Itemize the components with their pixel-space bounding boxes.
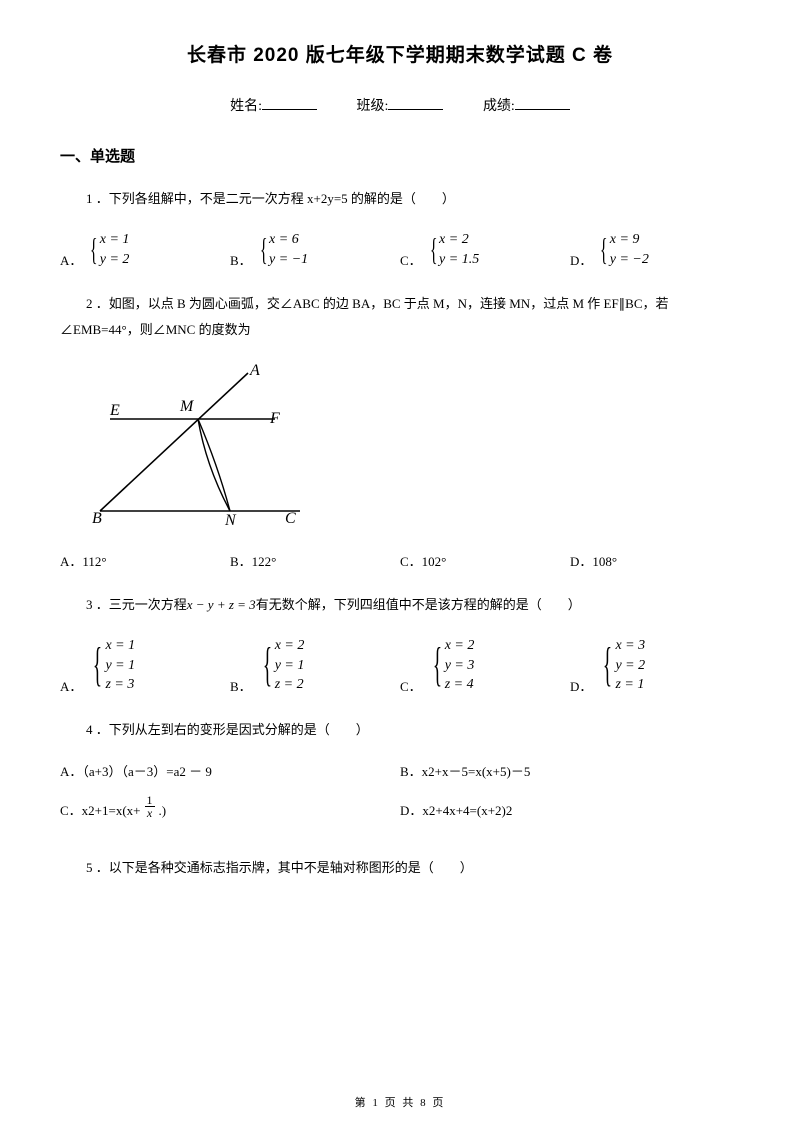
fraction-icon: 1x <box>145 794 155 819</box>
q3-stem-pre: 3 ．三元一次方程 <box>86 597 187 612</box>
q3-option-c: C． {x = 2y = 3z = 4 <box>400 636 570 695</box>
class-blank[interactable] <box>388 96 443 110</box>
name-field: 姓名: <box>230 95 317 115</box>
q3b-x: x = 2 <box>275 636 305 656</box>
q3d-x: x = 3 <box>615 636 645 656</box>
score-blank[interactable] <box>515 96 570 110</box>
q1-stem: 1 ．下列各组解中，不是二元一次方程 x+2y=5 的解的是（ ） <box>60 186 740 212</box>
info-row: 姓名: 班级: 成绩: <box>60 95 740 115</box>
section-header-1: 一、单选题 <box>60 145 740 166</box>
q4c-pre: C．x2+1=x(x+ <box>60 800 141 819</box>
fig-label-a: A <box>249 362 260 379</box>
q3c-y: y = 3 <box>445 656 475 676</box>
opt-label-c3: C． <box>400 676 422 695</box>
opt-label-b3: B． <box>230 676 252 695</box>
fig-label-m: M <box>179 398 195 415</box>
q2-stem: 2 ．如图，以点 B 为圆心画弧，交∠ABC 的边 BA，BC 于点 M，N，连… <box>60 291 740 343</box>
q3a-z: z = 3 <box>105 675 135 695</box>
q3c-x: x = 2 <box>445 636 475 656</box>
score-label: 成绩: <box>483 99 515 114</box>
geometry-diagram: A B C E F M N <box>80 361 310 526</box>
q1-option-d: D． {x = 9y = −2 <box>570 230 740 269</box>
q3c-z: z = 4 <box>445 675 475 695</box>
q2-option-d: D．108° <box>570 551 740 570</box>
q2-options: A．112° B．122° C．102° D．108° <box>60 551 740 570</box>
q5-stem: 5 ．以下是各种交通标志指示牌，其中不是轴对称图形的是（ ） <box>60 855 740 881</box>
page-title: 长春市 2020 版七年级下学期期末数学试题 C 卷 <box>60 40 740 67</box>
q4c-post: .) <box>159 803 167 819</box>
opt-label-c: C． <box>400 250 422 269</box>
class-field: 班级: <box>357 95 444 115</box>
class-label: 班级: <box>357 99 389 114</box>
q3d-z: z = 1 <box>615 675 645 695</box>
q2-option-c: C．102° <box>400 551 570 570</box>
opt-label-a: A． <box>60 250 82 269</box>
q2-figure: A B C E F M N <box>80 361 740 531</box>
opt-label-d3: D． <box>570 676 592 695</box>
q3b-y: y = 1 <box>275 656 305 676</box>
q3-options: A． {x = 1y = 1z = 3 B． {x = 2y = 1z = 2 … <box>60 636 740 695</box>
name-blank[interactable] <box>262 96 317 110</box>
q2-option-a: A．112° <box>60 551 230 570</box>
q4-option-b: B．x2+x－5=x(x+5)－5 <box>400 761 740 780</box>
q3-option-b: B． {x = 2y = 1z = 2 <box>230 636 400 695</box>
q3-eq: x − y + z = 3 <box>187 597 256 612</box>
q4-options: A．（a+3）（a－3）=a2 － 9 B．x2+x－5=x(x+5)－5 C．… <box>60 761 740 833</box>
q1-option-a: A． {x = 1y = 2 <box>60 230 230 269</box>
q1-option-b: B． {x = 6y = −1 <box>230 230 400 269</box>
q4-option-a: A．（a+3）（a－3）=a2 － 9 <box>60 761 400 780</box>
q1d-y: y = −2 <box>610 250 649 270</box>
fig-label-n: N <box>224 512 237 526</box>
fig-label-b: B <box>92 510 102 526</box>
q1b-y: y = −1 <box>269 250 308 270</box>
fig-label-e: E <box>109 402 120 419</box>
q3d-y: y = 2 <box>615 656 645 676</box>
q1d-x: x = 9 <box>610 230 649 250</box>
name-label: 姓名: <box>230 99 262 114</box>
q1c-y: y = 1.5 <box>439 250 479 270</box>
fig-label-c: C <box>285 510 296 526</box>
q3b-z: z = 2 <box>275 675 305 695</box>
q2-option-b: B．122° <box>230 551 400 570</box>
q3-stem: 3 ．三元一次方程x − y + z = 3有无数个解，下列四组值中不是该方程的… <box>60 592 740 618</box>
q3-option-d: D． {x = 3y = 2z = 1 <box>570 636 740 695</box>
q3a-y: y = 1 <box>105 656 135 676</box>
q4-option-c: C．x2+1=x(x+ 1x .) <box>60 794 400 819</box>
q1a-y: y = 2 <box>100 250 130 270</box>
score-field: 成绩: <box>483 95 570 115</box>
q4-stem: 4 ．下列从左到右的变形是因式分解的是（ ） <box>60 717 740 743</box>
opt-label-b: B． <box>230 250 252 269</box>
q4-option-d: D．x2+4x+4=(x+2)2 <box>400 794 740 819</box>
q3-option-a: A． {x = 1y = 1z = 3 <box>60 636 230 695</box>
q1a-x: x = 1 <box>100 230 130 250</box>
opt-label-d: D． <box>570 250 592 269</box>
frac-den: x <box>145 807 154 819</box>
q1-options: A． {x = 1y = 2 B． {x = 6y = −1 C． {x = 2… <box>60 230 740 269</box>
q3a-x: x = 1 <box>105 636 135 656</box>
q1b-x: x = 6 <box>269 230 308 250</box>
page-footer: 第 1 页 共 8 页 <box>0 1094 800 1110</box>
fig-label-f: F <box>269 410 280 427</box>
q1c-x: x = 2 <box>439 230 479 250</box>
q3-stem-post: 有无数个解，下列四组值中不是该方程的解的是（ ） <box>256 597 581 612</box>
opt-label-a3: A． <box>60 676 82 695</box>
q1-option-c: C． {x = 2y = 1.5 <box>400 230 570 269</box>
